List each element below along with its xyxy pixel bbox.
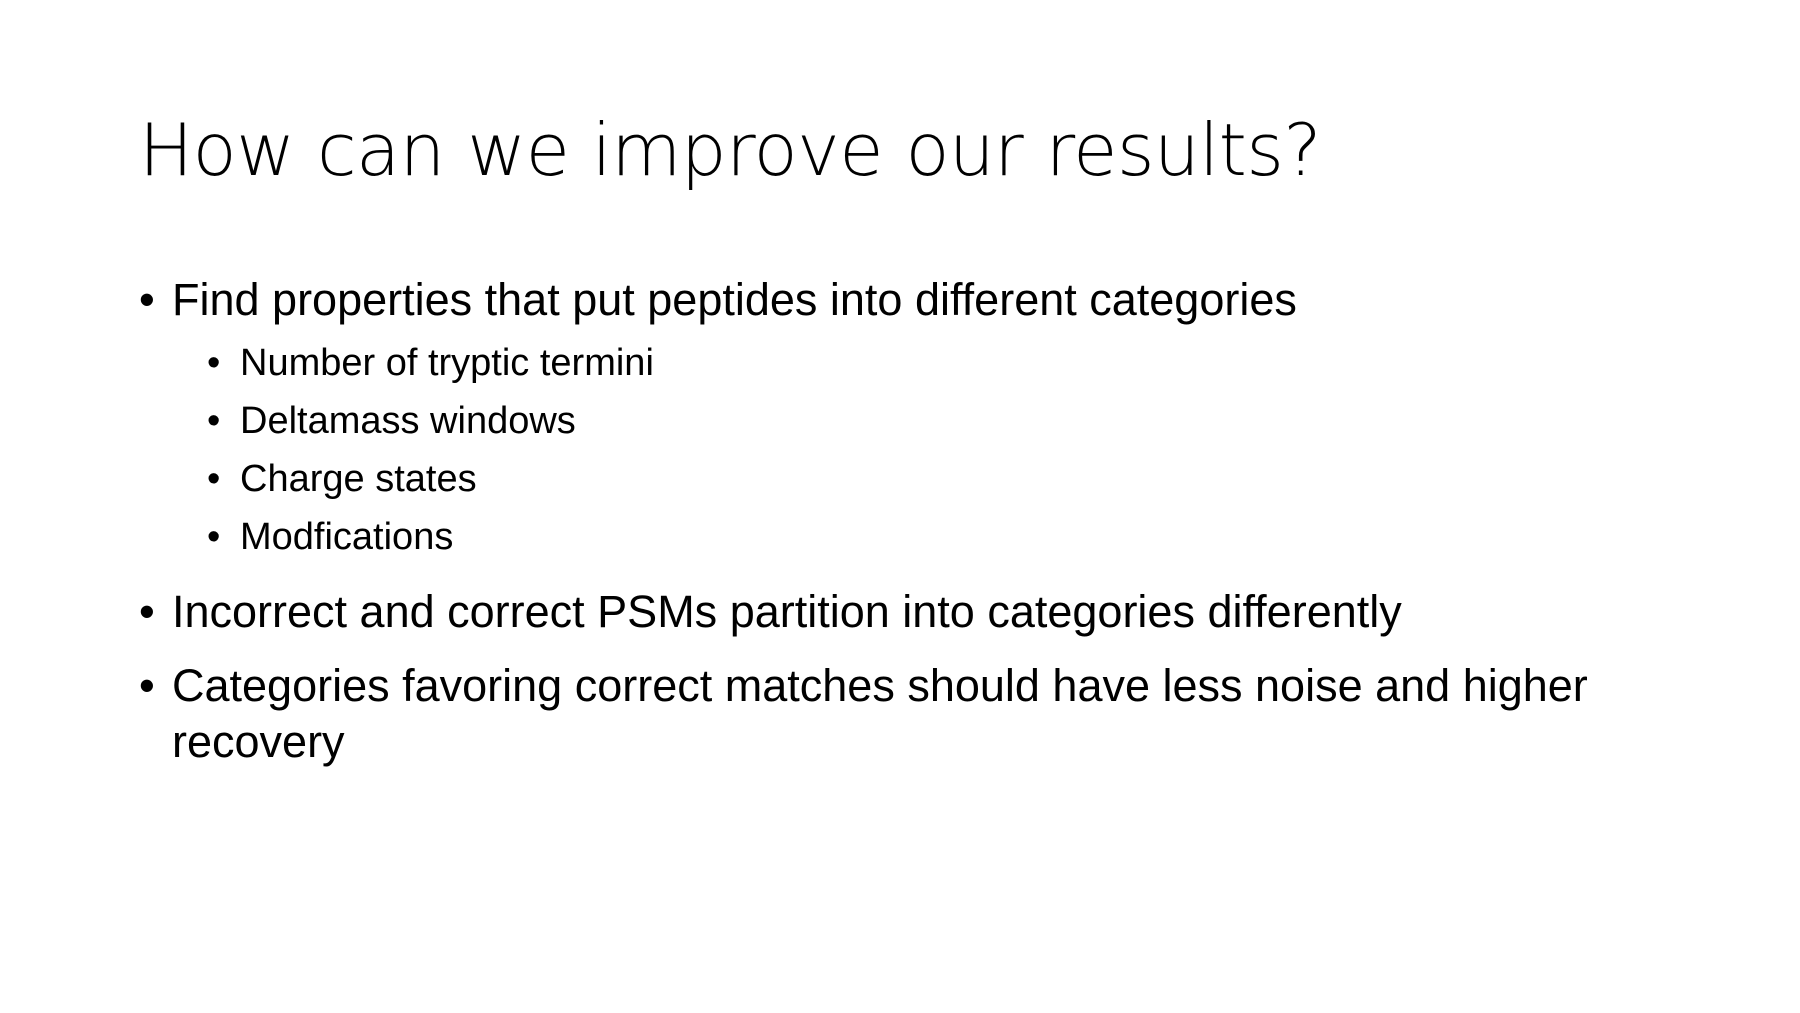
bullet-item: • Find properties that put peptides into… xyxy=(139,272,1699,328)
sub-bullet-text: Modfications xyxy=(240,516,454,558)
bullet-text: Incorrect and correct PSMs partition int… xyxy=(172,586,1402,637)
sub-bullet-item: • Charge states xyxy=(207,450,1699,508)
bullet-marker: • xyxy=(139,274,155,325)
bullet-item: • Categories favoring correct matches sh… xyxy=(139,658,1699,770)
sub-bullet-list: • Number of tryptic termini • Deltamass … xyxy=(207,334,1699,566)
sub-bullet-item: • Deltamass windows xyxy=(207,392,1699,450)
sub-bullet-text: Charge states xyxy=(240,458,477,500)
bullet-marker: • xyxy=(139,660,155,711)
bullet-list: • Find properties that put peptides into… xyxy=(139,272,1699,770)
sub-bullet-text: Number of tryptic termini xyxy=(240,342,654,384)
sub-bullet-marker: • xyxy=(207,458,221,500)
sub-bullet-marker: • xyxy=(207,516,221,558)
sub-bullet-text: Deltamass windows xyxy=(240,400,576,442)
sub-bullet-marker: • xyxy=(207,400,221,442)
bullet-marker: • xyxy=(139,586,155,637)
bullet-item: • Incorrect and correct PSMs partition i… xyxy=(139,584,1699,640)
slide-title: How can we improve our results? xyxy=(139,108,1322,192)
sub-bullet-item: • Modfications xyxy=(207,508,1699,566)
sub-bullet-marker: • xyxy=(207,342,221,384)
sub-bullet-item: • Number of tryptic termini xyxy=(207,334,1699,392)
bullet-text: Categories favoring correct matches shou… xyxy=(172,660,1588,767)
bullet-text: Find properties that put peptides into d… xyxy=(172,274,1297,325)
